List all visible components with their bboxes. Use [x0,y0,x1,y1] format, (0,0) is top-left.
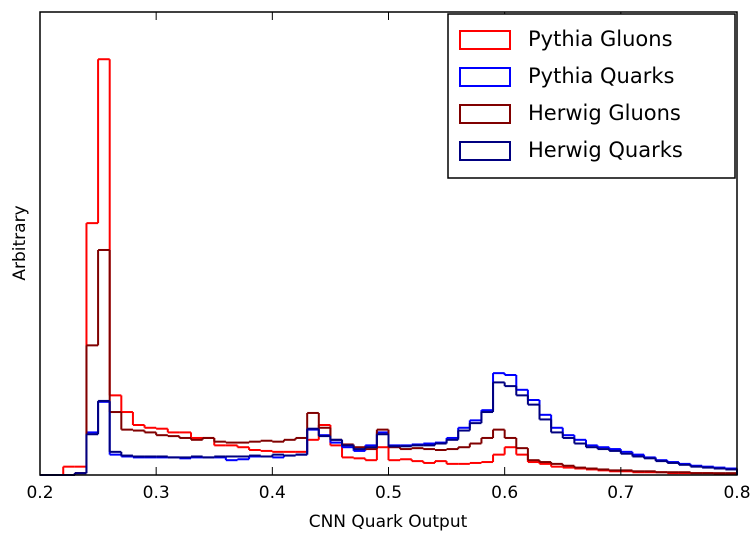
x-tick-label: 0.8 [723,483,750,503]
y-axis-label: Arbitrary [10,205,30,280]
legend-label: Herwig Quarks [528,138,683,162]
x-tick-label: 0.7 [607,483,634,503]
legend: Pythia Gluons Pythia Quarks Herwig Gluons H… [447,13,736,179]
legend-label: Pythia Gluons [528,27,673,51]
legend-swatch [459,67,511,87]
x-tick-label: 0.4 [259,483,286,503]
x-tick-label: 0.3 [143,483,170,503]
legend-swatch [459,141,511,161]
x-axis-label: CNN Quark Output [309,512,468,532]
legend-box [447,13,736,179]
legend-label: Herwig Gluons [528,101,681,125]
x-tick-label: 0.6 [491,483,518,503]
x-tick-label: 0.2 [26,483,53,503]
x-tick-label: 0.5 [375,483,402,503]
legend-label: Pythia Quarks [528,64,674,88]
legend-swatch [459,104,511,124]
legend-swatch [459,30,511,50]
